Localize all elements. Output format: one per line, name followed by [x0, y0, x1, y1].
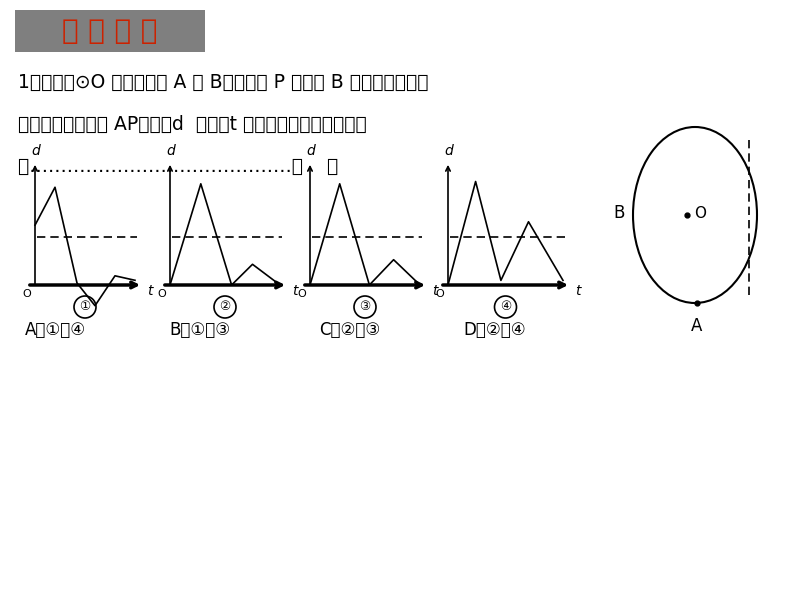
Text: 1、如图，⊙O 上有两定点 A 与 B，若动点 P 点从点 B 出发在圆上匀速: 1、如图，⊙O 上有两定点 A 与 B，若动点 P 点从点 B 出发在圆上匀速	[18, 73, 429, 91]
Text: D、②或④: D、②或④	[464, 321, 526, 339]
Text: d: d	[306, 144, 315, 158]
Text: 运动一周，那么弦 AP的长度d  与时间t 的关系可能是下列图形中: 运动一周，那么弦 AP的长度d 与时间t 的关系可能是下列图形中	[18, 115, 366, 133]
Text: 的……………………………………【    】: 的……………………………………【 】	[18, 157, 338, 175]
Text: ③: ③	[359, 301, 370, 313]
Text: t: t	[432, 284, 438, 298]
Text: ①: ①	[79, 301, 90, 313]
Text: t: t	[575, 284, 581, 298]
Text: ④: ④	[500, 301, 511, 313]
Text: A、①或④: A、①或④	[25, 321, 86, 339]
Text: t: t	[292, 284, 298, 298]
Text: ②: ②	[219, 301, 230, 313]
Text: B、①或③: B、①或③	[170, 321, 230, 339]
Text: B: B	[614, 204, 625, 222]
FancyBboxPatch shape	[15, 10, 205, 52]
Text: d: d	[166, 144, 175, 158]
Text: O: O	[22, 289, 31, 299]
Text: d: d	[445, 144, 454, 158]
Text: t: t	[147, 284, 153, 298]
Text: 典 型 例 题: 典 型 例 题	[62, 17, 158, 45]
Text: O: O	[298, 289, 306, 299]
Text: O: O	[158, 289, 166, 299]
Text: O: O	[435, 289, 444, 299]
Text: O: O	[694, 205, 706, 220]
Text: C、②或③: C、②或③	[319, 321, 381, 339]
Text: A: A	[691, 317, 702, 335]
Text: d: d	[32, 144, 40, 158]
